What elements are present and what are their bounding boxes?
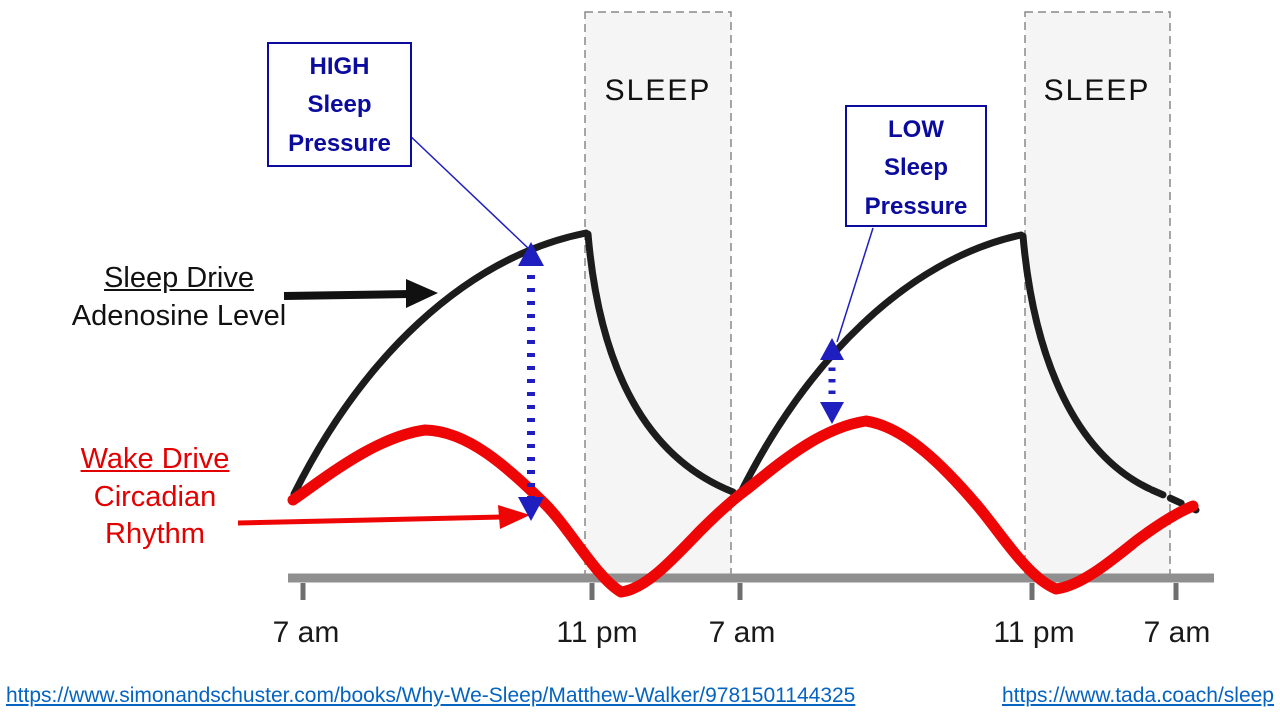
sleep-drive-arrow xyxy=(283,279,438,308)
low-pressure-line-2: Sleep xyxy=(883,154,949,182)
low-pressure-line-3: Pressure xyxy=(864,192,968,220)
low-sleep-pressure-box: LOW Sleep Pressure xyxy=(845,105,987,227)
sleep-band-1 xyxy=(584,11,732,579)
low-pressure-pointer-line xyxy=(836,227,874,343)
sleep-drive-curve xyxy=(290,229,1200,514)
axis-tick-marks xyxy=(300,583,1179,600)
sleep-drive-subtitle: Adenosine Level xyxy=(71,299,287,332)
high-sleep-pressure-box: HIGH Sleep Pressure xyxy=(267,42,412,167)
high-pressure-arrow xyxy=(518,242,544,521)
wake-drive-label: Wake Drive Circadian Rhythm xyxy=(55,441,255,554)
sleep-drive-fall-2 xyxy=(1019,232,1154,493)
low-pressure-arrow xyxy=(820,338,844,424)
tick-label-7am-3: 7 am xyxy=(1143,616,1211,649)
wake-drive-title: Wake Drive xyxy=(80,443,230,475)
wake-drive-curve xyxy=(287,415,1199,598)
source-link-book[interactable]: https://www.simonandschuster.com/books/W… xyxy=(6,684,856,707)
sleep-drive-rise-2 xyxy=(737,231,1025,496)
wake-drive-line-3: Rhythm xyxy=(105,518,205,551)
sleep-drive-title: Sleep Drive xyxy=(104,262,254,294)
sleep-drive-label: Sleep Drive Adenosine Level xyxy=(58,260,300,335)
tick-label-11pm-1: 11 pm xyxy=(556,616,638,649)
footer-links: https://www.simonandschuster.com/books/W… xyxy=(6,684,1274,708)
tick-label-11pm-2: 11 pm xyxy=(993,616,1075,649)
low-pressure-line-1: LOW xyxy=(888,116,944,143)
tick-label-7am-2: 7 am xyxy=(708,616,776,649)
wake-drive-arrow xyxy=(237,505,530,529)
sleep-drive-rise-1 xyxy=(290,229,590,498)
sleep-band-2-label: SLEEP xyxy=(1043,74,1151,107)
wake-drive-line-2: Circadian xyxy=(93,480,217,513)
high-pressure-line-2: Sleep xyxy=(307,91,372,119)
high-pressure-line-1: HIGH xyxy=(309,53,370,80)
sleep-drive-fall-1 xyxy=(584,230,737,496)
sleep-band-1-label: SLEEP xyxy=(604,74,712,107)
high-pressure-line-3: Pressure xyxy=(288,129,391,157)
high-pressure-pointer-line xyxy=(405,131,529,249)
tick-label-7am-1: 7 am xyxy=(272,616,340,649)
source-link-coach[interactable]: https://www.tada.coach/sleep xyxy=(1002,684,1274,707)
